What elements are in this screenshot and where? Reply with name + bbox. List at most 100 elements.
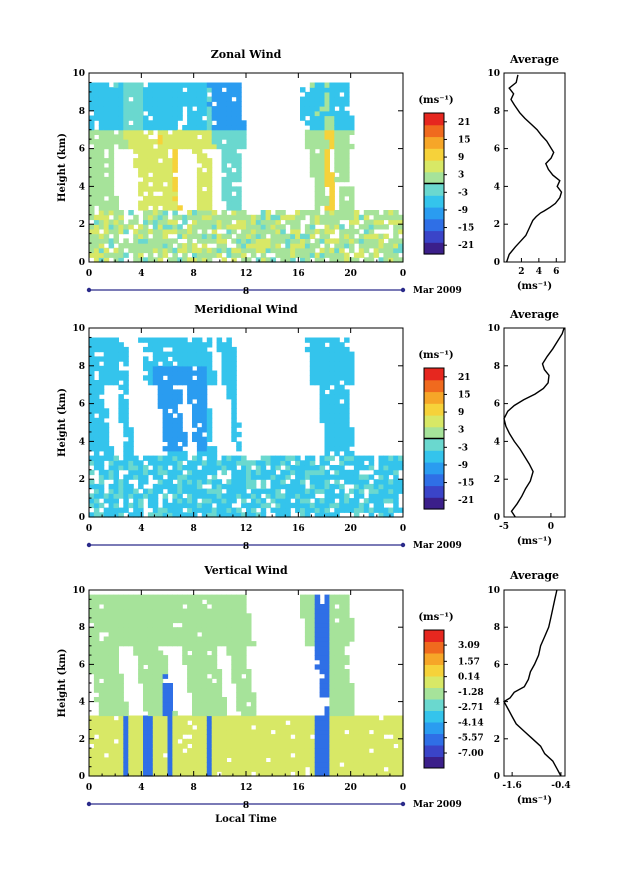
heatmap-cell (98, 398, 105, 405)
heatmap-cell (339, 82, 345, 88)
heatmap-cell (211, 450, 218, 457)
heatmap-cell (358, 488, 365, 494)
heatmap-cell (113, 375, 119, 381)
heatmap-cell (196, 488, 203, 494)
heatmap-cell (236, 734, 242, 740)
heatmap-cell (309, 337, 316, 343)
heatmap-cell (285, 757, 291, 763)
heatmap-cell (162, 734, 169, 740)
heatmap-cell (334, 427, 340, 433)
heatmap-cell (334, 710, 340, 717)
heatmap-cell (363, 757, 370, 763)
heatmap-cell (324, 664, 330, 670)
heatmap-cell (103, 706, 110, 712)
heatmap-cell (89, 752, 95, 758)
heatmap-cell (167, 436, 173, 442)
heatmap-cell (89, 664, 95, 670)
heatmap-cell (152, 762, 159, 768)
heatmap-cell (206, 683, 213, 689)
heatmap-cell (123, 87, 129, 93)
heatmap-cell (98, 120, 105, 126)
heatmap-cell (309, 738, 316, 744)
heatmap-cell (177, 729, 183, 735)
heatmap-cell (236, 422, 242, 428)
heatmap-cell (221, 181, 227, 187)
heatmap-cell (324, 502, 330, 509)
heatmap-cell (113, 337, 119, 343)
heatmap-cell (231, 771, 237, 777)
heatmap-cell (157, 608, 164, 614)
heatmap-cell (265, 488, 272, 494)
heatmap-cell (147, 664, 154, 670)
heatmap-cell (231, 110, 237, 117)
heatmap-cell (319, 143, 326, 150)
heatmap-cell (319, 465, 326, 471)
heatmap-cell (265, 734, 272, 740)
heatmap-cell (89, 408, 95, 414)
heatmap-cell (211, 507, 218, 513)
heatmap-cell (113, 356, 119, 362)
y-tick-label: 6 (79, 145, 85, 155)
heatmap-cell (138, 228, 144, 235)
heatmap-cell (98, 743, 105, 749)
heatmap-cell (167, 351, 173, 357)
heatmap-cell (241, 228, 247, 235)
heatmap-cell (216, 692, 223, 698)
heatmap-cell (221, 622, 227, 628)
heatmap-cell (265, 724, 272, 731)
heatmap-cell (255, 488, 262, 494)
heatmap-cell (128, 91, 134, 98)
heatmap-cell (93, 238, 100, 244)
heatmap-cell (329, 715, 335, 721)
heatmap-cell (231, 757, 237, 763)
heatmap-cell (147, 729, 154, 735)
heatmap-cell (260, 474, 267, 480)
heatmap-cell (388, 493, 394, 499)
heatmap-cell (123, 631, 129, 638)
heatmap-cell (255, 715, 262, 721)
heatmap-cell (177, 608, 183, 614)
heatmap-cell (290, 762, 296, 768)
heatmap-cell (162, 710, 169, 717)
heatmap-cell (187, 762, 193, 768)
heatmap-cell (138, 507, 144, 513)
heatmap-cell (241, 134, 247, 140)
heatmap-cell (314, 655, 321, 661)
heatmap-cell (265, 715, 272, 721)
heatmap-cell (177, 394, 183, 400)
heatmap-cell (187, 678, 193, 684)
heatmap-cell (192, 469, 198, 476)
heatmap-cell (206, 771, 213, 777)
heatmap-cell (226, 158, 232, 164)
heatmap-cell (319, 228, 326, 235)
heatmap-cell (133, 645, 139, 651)
heatmap-cell (138, 186, 144, 192)
heatmap-cell (89, 346, 95, 353)
heatmap-cell (300, 507, 306, 513)
heatmap-cell (368, 219, 375, 225)
day-axis-marker (86, 542, 92, 548)
heatmap-cell (211, 479, 218, 485)
heatmap-cell (314, 483, 321, 490)
heatmap-cell (290, 247, 296, 254)
heatmap-cell (211, 139, 218, 145)
heatmap-cell (211, 645, 218, 651)
heatmap-cell (339, 617, 345, 624)
heatmap-cell (167, 125, 173, 131)
heatmap-cell (221, 361, 227, 367)
heatmap-cell (192, 659, 198, 665)
heatmap-cell (324, 678, 330, 684)
heatmap-cell (152, 701, 159, 707)
heatmap-cell (241, 214, 247, 221)
heatmap-cell (334, 210, 340, 216)
heatmap-cell (113, 87, 119, 93)
heatmap-cell (152, 697, 159, 703)
heatmap-cell (152, 139, 159, 145)
heatmap-cell (319, 219, 326, 225)
heatmap-cell (309, 474, 316, 480)
heatmap-cell (236, 678, 242, 684)
heatmap-cell (147, 493, 154, 499)
heatmap-cell (103, 139, 110, 145)
heatmap-cell (280, 762, 286, 768)
heatmap-cell (221, 617, 227, 624)
